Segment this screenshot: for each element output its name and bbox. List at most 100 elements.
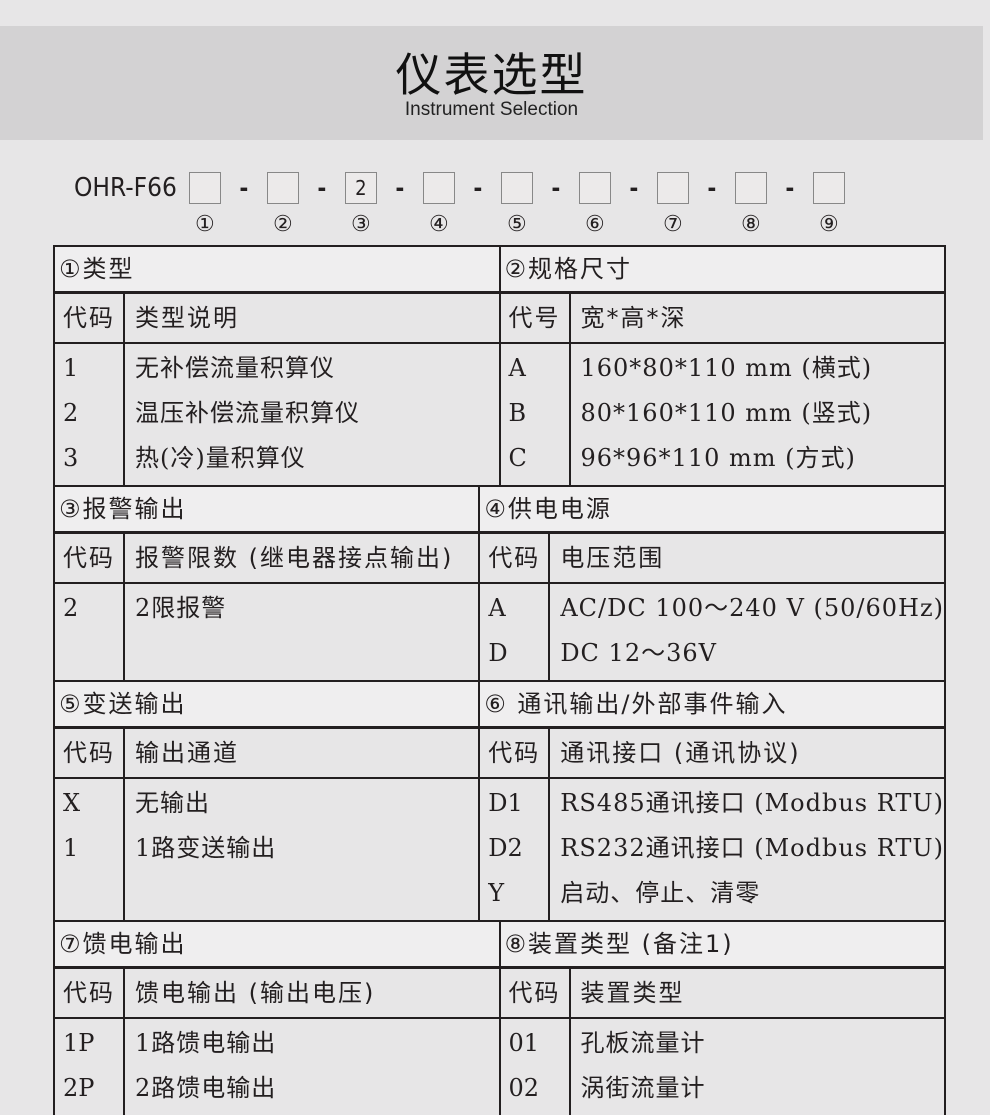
code-column: 1P 2P	[55, 1019, 125, 1115]
row-description: 96*96*110 mm (方式)	[580, 444, 856, 472]
data-rows: X 1 无输出 1路变送输出	[55, 779, 478, 920]
position-label: ⑤	[506, 212, 527, 237]
code-header: 代码	[55, 969, 125, 1017]
position-label: ⑥	[584, 212, 605, 237]
position-label: ③	[350, 212, 371, 237]
code-header: 代码	[55, 294, 125, 342]
section: ⑥ 通讯输出/外部事件输入 代码 通讯接口 (通讯协议) D1 D2 Y RS485通讯接口…	[480, 680, 944, 920]
code-box	[422, 172, 455, 204]
separator: -	[707, 174, 717, 202]
data-rows: 1 2 3 无补偿流量积算仪 温压补偿流量积算仪 热(冷)量积算仪	[55, 344, 499, 485]
model-code: OHR-F66 --2------	[74, 170, 845, 206]
data-rows: 1P 2P 1路馈电输出 2路馈电输出	[55, 1019, 499, 1115]
row-description: 热(冷)量积算仪	[135, 444, 306, 472]
row-code: 1	[63, 834, 79, 862]
row-code: C	[508, 444, 527, 472]
description-column: 无输出 1路变送输出	[125, 779, 478, 920]
separator: -	[551, 174, 561, 202]
row-description: 温压补偿流量积算仪	[135, 399, 360, 427]
row-code	[63, 631, 123, 676]
section-title: ⑤变送输出	[55, 680, 479, 729]
section-title: ①类型	[55, 247, 499, 294]
section-title: ②规格尺寸	[500, 247, 944, 294]
code-header: 代码	[501, 969, 571, 1017]
description-column: 1路馈电输出 2路馈电输出	[125, 1019, 499, 1115]
position-labels: ① ② ③ ④ ⑤ ⑥ ⑦ ⑧ ⑨	[0, 212, 990, 242]
data-rows: 2 2限报警	[55, 584, 478, 680]
page-subtitle: Instrument Selection	[404, 99, 579, 120]
column-header-row: 代码 馈电输出 (输出电压)	[55, 969, 499, 1019]
section: ⑧装置类型 (备注1) 代码 装置类型 01 02 孔板流量计 涡街流量计	[500, 920, 945, 1115]
column-header-row: 代码 类型说明	[55, 294, 499, 344]
code-column: 1 2 3	[55, 344, 125, 485]
position-label: ⑦	[662, 212, 683, 237]
row-description	[135, 631, 478, 676]
column-header-row: 代码 报警限数 (继电器接点输出)	[55, 534, 479, 584]
section-title: ③报警输出	[55, 485, 479, 534]
row-code: X	[63, 789, 81, 817]
description-column: 孔板流量计涡街流量计	[571, 1019, 945, 1115]
code-box	[656, 172, 689, 204]
row-code: D2	[488, 834, 523, 862]
description-column: RS485通讯接口 (Modbus RTU) RS232通讯接口 (Modbus …	[550, 779, 944, 920]
row-description: 涡街流量计	[580, 1074, 706, 1102]
code-column: 2	[55, 584, 125, 680]
code-box	[734, 172, 767, 204]
description-column: 无补偿流量积算仪 温压补偿流量积算仪 热(冷)量积算仪	[125, 344, 499, 485]
row-description: 启动、停止、清零	[560, 879, 761, 907]
section-title: ④供电电源	[480, 485, 944, 534]
position-label: ④	[428, 212, 449, 237]
section: ⑤变送输出 代码 输出通道 X 1 无输出 1路变送输出	[55, 680, 481, 920]
model-prefix: OHR-F66	[74, 173, 177, 203]
code-header: 代码	[480, 534, 551, 582]
column-header-row: 代码 输出通道	[55, 729, 479, 779]
description-header: 通讯接口 (通讯协议)	[560, 739, 801, 767]
position-label: ②	[272, 212, 293, 237]
row-code: B	[508, 399, 527, 427]
section-pair: ③报警输出 代码 报警限数 (继电器接点输出) 2 2限报警 ④供电电源 代码 电压范围 A D A…	[55, 485, 944, 680]
description-header: 宽*高*深	[580, 304, 687, 332]
row-description: 2路馈电输出	[135, 1074, 277, 1102]
row-description: 无输出	[135, 789, 210, 817]
separator: -	[317, 174, 327, 202]
row-description: 1路变送输出	[135, 834, 277, 862]
row-description: 2限报警	[135, 594, 227, 622]
column-header-row: 代码 装置类型	[500, 969, 944, 1019]
row-code: D	[488, 639, 508, 667]
row-code: 01	[508, 1029, 540, 1057]
row-description: 80*160*110 mm (竖式)	[580, 399, 873, 427]
row-description: 孔板流量计	[580, 1029, 706, 1057]
row-description: 160*80*110 mm (横式)	[580, 354, 873, 382]
description-header: 电压范围	[560, 544, 665, 572]
page-header: 仪表选型 Instrument Selection	[0, 26, 983, 140]
row-code: 02	[508, 1074, 540, 1102]
row-description: RS232通讯接口 (Modbus RTU)	[560, 834, 944, 862]
section-title: ⑥ 通讯输出/外部事件输入	[480, 680, 944, 729]
code-column: 01 02	[501, 1019, 571, 1115]
position-label: ①	[194, 212, 215, 237]
page-title: 仪表选型	[395, 48, 588, 102]
separator: -	[473, 174, 483, 202]
section-pair: ⑤变送输出 代码 输出通道 X 1 无输出 1路变送输出 ⑥ 通讯输出/外部事件输入 代码 通讯接…	[55, 680, 944, 920]
row-description: DC 12～36V	[560, 639, 717, 667]
row-description: 无补偿流量积算仪	[135, 354, 335, 382]
data-rows: A B C 160*80*110 mm (横式) 80*160*110 mm (竖式) 9…	[501, 344, 945, 485]
code-header: 代号	[501, 294, 571, 342]
description-header: 馈电输出 (输出电压)	[135, 979, 376, 1007]
code-header: 代码	[55, 534, 125, 582]
row-code: Y	[488, 879, 505, 907]
column-header-row: 代码 通讯接口 (通讯协议)	[480, 729, 944, 779]
separator: -	[395, 174, 405, 202]
description-column: 2限报警	[125, 584, 478, 680]
description-header: 类型说明	[135, 304, 239, 332]
section-pair: ①类型 代码 类型说明 1 2 3 无补偿流量积算仪 温压补偿流量积算仪 热(冷)量积算仪 ②规格…	[55, 247, 944, 485]
row-code: A	[508, 354, 526, 382]
description-header: 报警限数 (继电器接点输出)	[135, 544, 454, 572]
code-header: 代码	[480, 729, 551, 777]
section: ①类型 代码 类型说明 1 2 3 无补偿流量积算仪 温压补偿流量积算仪 热(冷)量积算仪	[55, 247, 501, 485]
row-description: RS485通讯接口 (Modbus RTU)	[560, 789, 944, 817]
row-code	[63, 871, 123, 916]
code-box	[812, 172, 845, 204]
position-label: ⑧	[740, 212, 761, 237]
